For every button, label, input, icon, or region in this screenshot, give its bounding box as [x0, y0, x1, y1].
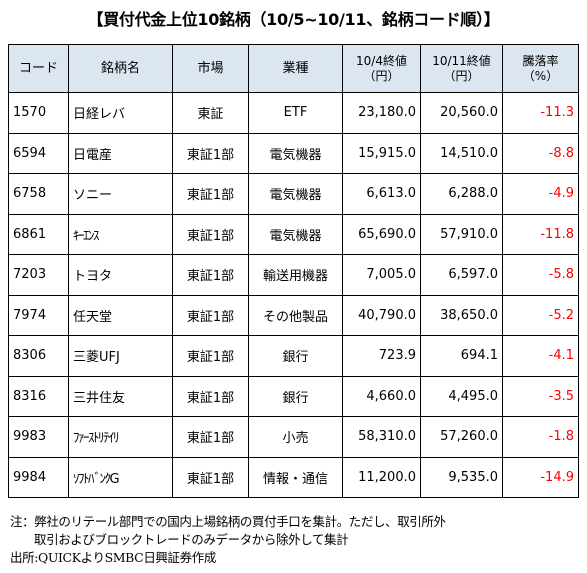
- cell-close-1004: 15,915.0: [342, 132, 421, 174]
- cell-close-1011: 38,650.0: [420, 294, 503, 336]
- cell-code: 1570: [8, 92, 69, 134]
- cell-code: 7203: [8, 254, 69, 296]
- header-market: 市場: [172, 44, 249, 93]
- cell-close-1004: 58,310.0: [342, 416, 421, 458]
- cell-close-1004: 11,200.0: [342, 456, 421, 498]
- cell-market: 東証1部: [172, 416, 249, 458]
- cell-market: 東証1部: [172, 294, 249, 336]
- cell-industry: 電気機器: [248, 213, 343, 255]
- cell-code: 6758: [8, 173, 69, 215]
- table-row: 9984 ｿﾌﾄﾊﾞﾝｸG 東証1部 情報・通信 11,200.0 9,535.…: [8, 456, 579, 498]
- cell-name: ﾌｧｰｽﾄﾘﾃｲﾘ: [68, 416, 173, 458]
- cell-code: 7974: [8, 294, 69, 336]
- cell-code: 8306: [8, 335, 69, 377]
- cell-close-1004: 23,180.0: [342, 92, 421, 134]
- cell-change: -5.2: [502, 294, 579, 336]
- table-row: 6861 ｷｰｴﾝｽ 東証1部 電気機器 65,690.0 57,910.0 -…: [8, 213, 579, 255]
- cell-industry: 情報・通信: [248, 456, 343, 498]
- cell-industry: 銀行: [248, 375, 343, 417]
- cell-close-1011: 57,260.0: [420, 416, 503, 458]
- cell-code: 6594: [8, 132, 69, 174]
- cell-industry: その他製品: [248, 294, 343, 336]
- cell-close-1011: 20,560.0: [420, 92, 503, 134]
- cell-market: 東証: [172, 92, 249, 134]
- cell-close-1011: 9,535.0: [420, 456, 503, 498]
- cell-name: トヨタ: [68, 254, 173, 296]
- cell-industry: 電気機器: [248, 132, 343, 174]
- cell-close-1004: 723.9: [342, 335, 421, 377]
- header-close-1011: 10/11終値 （円）: [420, 44, 503, 93]
- cell-change: -4.9: [502, 173, 579, 215]
- cell-close-1011: 6,288.0: [420, 173, 503, 215]
- cell-close-1004: 65,690.0: [342, 213, 421, 255]
- cell-industry: ETF: [248, 92, 343, 134]
- table-row: 7203 トヨタ 東証1部 輸送用機器 7,005.0 6,597.0 -5.8: [8, 254, 579, 296]
- cell-market: 東証1部: [172, 375, 249, 417]
- cell-name: 任天堂: [68, 294, 173, 336]
- cell-close-1011: 694.1: [420, 335, 503, 377]
- cell-market: 東証1部: [172, 456, 249, 498]
- cell-name: ｿﾌﾄﾊﾞﾝｸG: [68, 456, 173, 498]
- note-line-1: 注：弊社のリテール部門での国内上場銘柄の買付手口を集計。ただし、取引所外: [10, 514, 446, 529]
- cell-change: -14.9: [502, 456, 579, 498]
- header-close-1004: 10/4終値 （円）: [342, 44, 421, 93]
- cell-close-1011: 6,597.0: [420, 254, 503, 296]
- cell-name: ｷｰｴﾝｽ: [68, 213, 173, 255]
- table-row: 9983 ﾌｧｰｽﾄﾘﾃｲﾘ 東証1部 小売 58,310.0 57,260.0…: [8, 416, 579, 458]
- footnote: 注：弊社のリテール部門での国内上場銘柄の買付手口を集計。ただし、取引所外 取引お…: [10, 513, 580, 567]
- cell-name: 三井住友: [68, 375, 173, 417]
- cell-close-1004: 40,790.0: [342, 294, 421, 336]
- header-change: 騰落率 （%）: [502, 44, 579, 93]
- table-row: 6758 ソニー 東証1部 電気機器 6,613.0 6,288.0 -4.9: [8, 173, 579, 215]
- note-line-2: 取引およびブロックトレードのみデータから除外して集計: [34, 532, 349, 547]
- cell-market: 東証1部: [172, 213, 249, 255]
- table-row: 1570 日経レバ 東証 ETF 23,180.0 20,560.0 -11.3: [8, 92, 579, 134]
- cell-code: 8316: [8, 375, 69, 417]
- table-row: 6594 日電産 東証1部 電気機器 15,915.0 14,510.0 -8.…: [8, 132, 579, 174]
- top10-table: コード 銘柄名 市場 業種 10/4終値 （円） 10/11終値 （円） 騰落率 （%…: [8, 44, 579, 498]
- page-title: 【買付代金上位10銘柄（10/5~10/11、銘柄コード順）】: [87, 10, 500, 29]
- cell-industry: 小売: [248, 416, 343, 458]
- source-line: 出所:QUICKよりSMBC日興証券作成: [10, 550, 216, 565]
- table-row: 8306 三菱UFJ 東証1部 銀行 723.9 694.1 -4.1: [8, 335, 579, 377]
- header-name: 銘柄名: [68, 44, 173, 93]
- cell-market: 東証1部: [172, 132, 249, 174]
- cell-change: -5.8: [502, 254, 579, 296]
- table-row: 8316 三井住友 東証1部 銀行 4,660.0 4,495.0 -3.5: [8, 375, 579, 417]
- cell-code: 6861: [8, 213, 69, 255]
- cell-market: 東証1部: [172, 173, 249, 215]
- cell-close-1004: 7,005.0: [342, 254, 421, 296]
- header-row: コード 銘柄名 市場 業種 10/4終値 （円） 10/11終値 （円） 騰落率 （%…: [8, 44, 579, 93]
- cell-industry: 電気機器: [248, 173, 343, 215]
- cell-close-1004: 4,660.0: [342, 375, 421, 417]
- table-row: 7974 任天堂 東証1部 その他製品 40,790.0 38,650.0 -5…: [8, 294, 579, 336]
- cell-change: -1.8: [502, 416, 579, 458]
- cell-close-1011: 57,910.0: [420, 213, 503, 255]
- cell-change: -4.1: [502, 335, 579, 377]
- cell-name: ソニー: [68, 173, 173, 215]
- cell-market: 東証1部: [172, 254, 249, 296]
- cell-name: 日経レバ: [68, 92, 173, 134]
- cell-close-1011: 14,510.0: [420, 132, 503, 174]
- header-industry: 業種: [248, 44, 343, 93]
- cell-close-1004: 6,613.0: [342, 173, 421, 215]
- cell-change: -8.8: [502, 132, 579, 174]
- cell-code: 9984: [8, 456, 69, 498]
- cell-name: 日電産: [68, 132, 173, 174]
- cell-industry: 銀行: [248, 335, 343, 377]
- header-code: コード: [8, 44, 69, 93]
- cell-market: 東証1部: [172, 335, 249, 377]
- cell-industry: 輸送用機器: [248, 254, 343, 296]
- cell-code: 9983: [8, 416, 69, 458]
- cell-change: -3.5: [502, 375, 579, 417]
- cell-close-1011: 4,495.0: [420, 375, 503, 417]
- cell-change: -11.3: [502, 92, 579, 134]
- cell-name: 三菱UFJ: [68, 335, 173, 377]
- cell-change: -11.8: [502, 213, 579, 255]
